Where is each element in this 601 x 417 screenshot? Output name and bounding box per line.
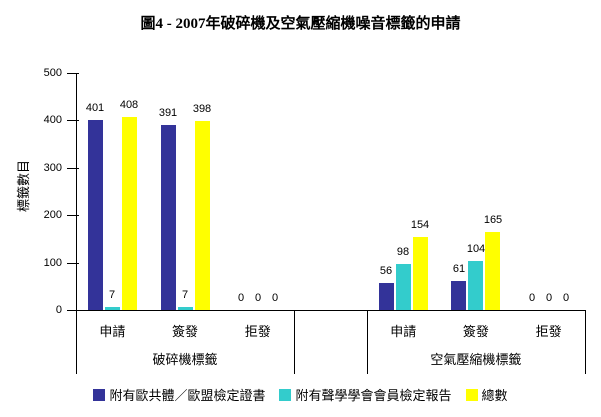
category-label: 簽發 bbox=[172, 324, 199, 339]
bar-value-label: 56 bbox=[379, 265, 393, 277]
bar bbox=[379, 283, 394, 310]
bar-value-label: 7 bbox=[108, 289, 116, 301]
bar bbox=[88, 120, 103, 310]
category-label: 申請 bbox=[99, 324, 126, 339]
y-tick-label: 100 bbox=[43, 257, 62, 269]
bar bbox=[105, 307, 120, 310]
bar-value-label: 165 bbox=[483, 214, 503, 226]
y-tick bbox=[67, 120, 79, 121]
bar bbox=[413, 237, 428, 310]
y-tick bbox=[67, 73, 79, 74]
category-separator-line bbox=[585, 310, 586, 374]
category-label: 簽發 bbox=[462, 324, 489, 339]
legend-label: 附有聲學學會會員檢定報告 bbox=[295, 388, 452, 403]
y-tick bbox=[67, 310, 79, 311]
bar-value-label: 391 bbox=[158, 107, 178, 119]
y-axis-line bbox=[76, 73, 77, 374]
y-tick bbox=[67, 215, 79, 216]
bar-value-label: 7 bbox=[181, 289, 189, 301]
bar-value-label: 0 bbox=[271, 292, 279, 304]
bar bbox=[161, 125, 176, 310]
legend-item: 附有聲學學會會員檢定報告 bbox=[279, 385, 452, 404]
bar bbox=[195, 121, 210, 310]
bar-value-label: 401 bbox=[85, 102, 105, 114]
x-axis-line bbox=[76, 310, 586, 311]
legend-item: 總數 bbox=[465, 385, 508, 404]
category-label: 拒發 bbox=[244, 324, 271, 339]
bar-value-label: 98 bbox=[396, 246, 410, 258]
y-tick bbox=[67, 168, 79, 169]
category-label: 拒發 bbox=[535, 324, 562, 339]
bar-value-label: 0 bbox=[237, 292, 245, 304]
category-separator-line bbox=[367, 310, 368, 374]
bar-value-label: 0 bbox=[254, 292, 262, 304]
bar bbox=[396, 264, 411, 310]
bar bbox=[468, 261, 483, 310]
bar-value-label: 61 bbox=[452, 263, 466, 275]
y-tick-label: 400 bbox=[43, 114, 62, 126]
y-tick-label: 200 bbox=[43, 209, 62, 221]
bar-value-label: 104 bbox=[466, 243, 486, 255]
legend-item: 附有歐共體／歐盟檢定證書 bbox=[93, 385, 265, 404]
bar-value-label: 408 bbox=[119, 99, 139, 111]
legend-swatch-icon bbox=[465, 388, 478, 401]
bar-value-label: 0 bbox=[562, 292, 570, 304]
category-separator-line bbox=[294, 310, 295, 374]
bar-value-label: 398 bbox=[192, 103, 212, 115]
bar-value-label: 0 bbox=[528, 292, 536, 304]
y-tick-label: 500 bbox=[43, 67, 62, 79]
group-label: 空氣壓縮機標籤 bbox=[430, 352, 522, 367]
bar bbox=[178, 307, 193, 310]
legend-label: 總數 bbox=[481, 388, 508, 403]
bar bbox=[122, 117, 137, 310]
chart-title: 圖4 - 2007年破碎機及空氣壓縮機噪音標籤的申請 bbox=[140, 16, 461, 32]
bar-value-label: 154 bbox=[410, 219, 430, 231]
group-label: 破碎機標籤 bbox=[152, 352, 218, 367]
category-label: 申請 bbox=[390, 324, 417, 339]
legend-swatch-icon bbox=[279, 388, 292, 401]
bar bbox=[451, 281, 466, 310]
y-tick-label: 0 bbox=[55, 304, 62, 316]
legend-label: 附有歐共體／歐盟檢定證書 bbox=[109, 388, 266, 403]
y-tick bbox=[67, 263, 79, 264]
bar-value-label: 0 bbox=[545, 292, 553, 304]
legend: 附有歐共體／歐盟檢定證書 附有聲學學會會員檢定報告 總數 bbox=[0, 385, 601, 404]
legend-swatch-icon bbox=[93, 388, 106, 401]
bar bbox=[485, 232, 500, 310]
y-tick-label: 300 bbox=[43, 162, 62, 174]
